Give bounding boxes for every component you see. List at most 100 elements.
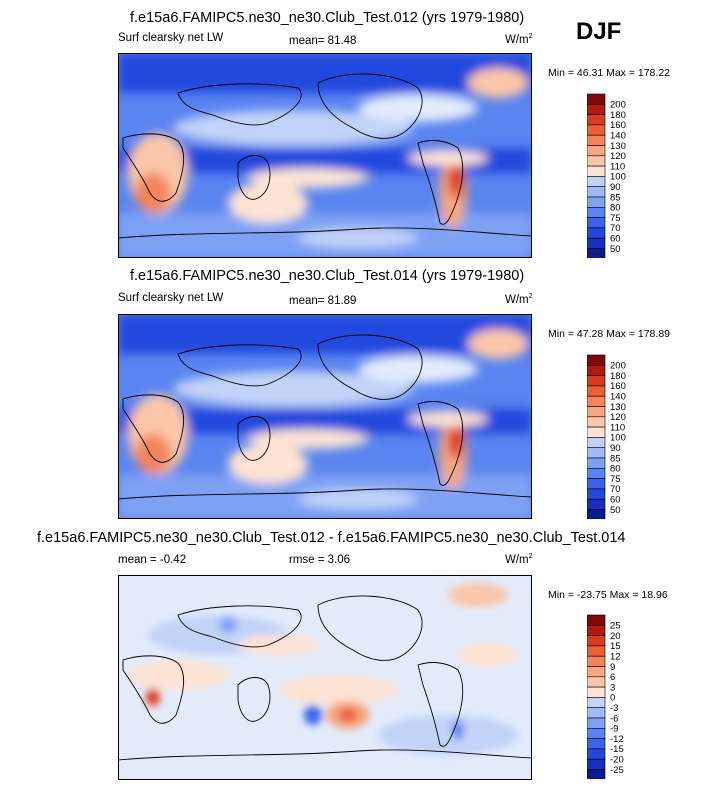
panel3-colorbar-label: -12 [610, 734, 624, 745]
panel1-colorbar-label: 160 [610, 120, 626, 131]
panel1-colorbar-label: 85 [610, 192, 621, 203]
panel2-colorbar-box [587, 478, 606, 490]
panel3-colorbar-box [587, 645, 606, 657]
panel2-colorbar-box [587, 354, 606, 366]
panel1-colorbar-box [587, 237, 606, 249]
panel2-colorbar-label: 85 [610, 453, 621, 464]
panel2-colorbar-label: 180 [610, 371, 626, 382]
panel1-colorbar-label: 70 [610, 223, 621, 234]
panel3-colorbar-label: -15 [610, 744, 624, 755]
panel3-colorbar-box [587, 666, 606, 678]
panel3-colorbar-box [587, 686, 606, 698]
panel2-colorbar-box [587, 416, 606, 428]
panel2-colorbar-label: 160 [610, 381, 626, 392]
panel1-colorbar-label: 50 [610, 244, 621, 255]
panel2-colorbar-box [587, 437, 606, 449]
panel3-coastlines [118, 595, 532, 761]
panel3-rmse-label: rmse = 3.06 [289, 554, 351, 566]
panel2-colorbar-label: 70 [610, 484, 621, 495]
panel3-colorbar-label: 15 [610, 641, 621, 652]
panel1-colorbar-box [587, 248, 606, 258]
panel3-colorbar-box [587, 717, 606, 729]
panel2-colorbar-label: 100 [610, 433, 626, 444]
panel1-colorbar-label: 60 [610, 234, 621, 245]
panel3-minmax-label: Min = -23.75 Max = 18.96 [548, 589, 668, 601]
panel3-colorbar-label: -9 [610, 724, 618, 735]
panel2-colorbar-label: 80 [610, 464, 621, 475]
panel1-colorbar-box [587, 207, 606, 218]
panel1-field [118, 53, 532, 258]
panel2-colorbar-box [587, 406, 606, 418]
panel1-colorbar-label: 140 [610, 131, 626, 142]
panel1-colorbar-label: 90 [610, 182, 621, 193]
panel1-colorbar-label: 130 [610, 141, 626, 152]
panel1-colorbar-label: 200 [610, 100, 626, 111]
panel3-colorbar-box [587, 748, 606, 760]
panel3-map [118, 575, 532, 780]
panel2-units-label: W/m2 [505, 293, 533, 306]
panel3-colorbar-box [587, 738, 606, 750]
panel3-colorbar-label: -25 [610, 765, 624, 776]
panel3-colorbar-box [587, 655, 606, 667]
panel3-colorbar-box [587, 707, 606, 719]
panel1-title: f.e15a6.FAMIPC5.ne30_ne30.Club_Test.012 … [130, 10, 525, 26]
panel3-colorbar-label: 12 [610, 652, 621, 663]
panel3-colorbar-box [587, 676, 606, 688]
panel3-colorbar-label: 20 [610, 631, 621, 642]
panel3-colorbar-label: 0 [610, 693, 615, 704]
panel3-colorbar-box [587, 614, 606, 626]
panel3-colorbar-label: -20 [610, 755, 624, 766]
panel2-colorbar-label: 50 [610, 505, 621, 516]
panel1-colorbar-box [587, 114, 606, 126]
panel2-colorbar-box [587, 447, 606, 459]
panel3-mean-label: mean = -0.42 [118, 554, 187, 566]
panel1-colorbar-label: 110 [610, 161, 625, 172]
panel3-colorbar-box [587, 769, 606, 779]
panel3-units-label: W/m2 [505, 553, 533, 566]
panel1-colorbar-box [587, 145, 606, 157]
season-label: DJF [576, 18, 622, 45]
panel2-mean-label: mean= 81.89 [289, 295, 357, 307]
panel1-map [118, 53, 532, 258]
panel2-colorbar-label: 90 [610, 443, 621, 454]
panel1-units-label: W/m2 [505, 33, 533, 46]
panel1-colorbar-label: 100 [610, 172, 626, 183]
panel2-colorbar-box [587, 488, 606, 500]
panel1-colorbar-box [587, 155, 606, 167]
panel1-colorbar-box [587, 186, 606, 198]
panel1-colorbar-label: 80 [610, 203, 621, 214]
panel3-colorbar-label: -3 [610, 703, 618, 714]
panel2-coastlines [118, 334, 532, 500]
panel2-colorbar-label: 140 [610, 392, 626, 403]
panel1-colorbar-label: 120 [610, 151, 626, 162]
panel2-title: f.e15a6.FAMIPC5.ne30_ne30.Club_Test.014 … [130, 268, 525, 284]
panel3-colorbar-label: 3 [610, 682, 615, 693]
panel3-colorbar-label: 6 [610, 672, 615, 683]
panel2-colorbar-label: 130 [610, 402, 626, 413]
panel2-colorbar-box [587, 498, 606, 510]
panel2-variable-label: Surf clearsky net LW [118, 292, 224, 304]
panel2-colorbar-box [587, 457, 606, 469]
panel1-colorbar-box [587, 165, 606, 177]
panel2-colorbar-box [587, 509, 606, 519]
panel2-colorbar-label: 120 [610, 412, 626, 423]
panel1-colorbar-box [587, 227, 606, 239]
panel3-colorbar-box [587, 728, 606, 739]
panel2-map [118, 314, 532, 519]
panel3-field [118, 575, 532, 780]
panel1-colorbar-box [587, 93, 606, 105]
panel3-colorbar-box [587, 697, 606, 709]
panel2-colorbar-box [587, 385, 606, 397]
panel2-minmax-label: Min = 47.28 Max = 178.89 [548, 328, 670, 340]
panel1-variable-label: Surf clearsky net LW [118, 32, 224, 44]
panel1-colorbar-box [587, 196, 606, 208]
panel3-colorbar-box [587, 758, 606, 770]
panel2-colorbar-label: 110 [610, 422, 625, 433]
panel1-colorbar-box [587, 217, 606, 229]
panel1-colorbar-label: 180 [610, 110, 626, 121]
panel2-colorbar-box [587, 426, 606, 438]
panel3-title: f.e15a6.FAMIPC5.ne30_ne30.Club_Test.012 … [37, 530, 626, 546]
